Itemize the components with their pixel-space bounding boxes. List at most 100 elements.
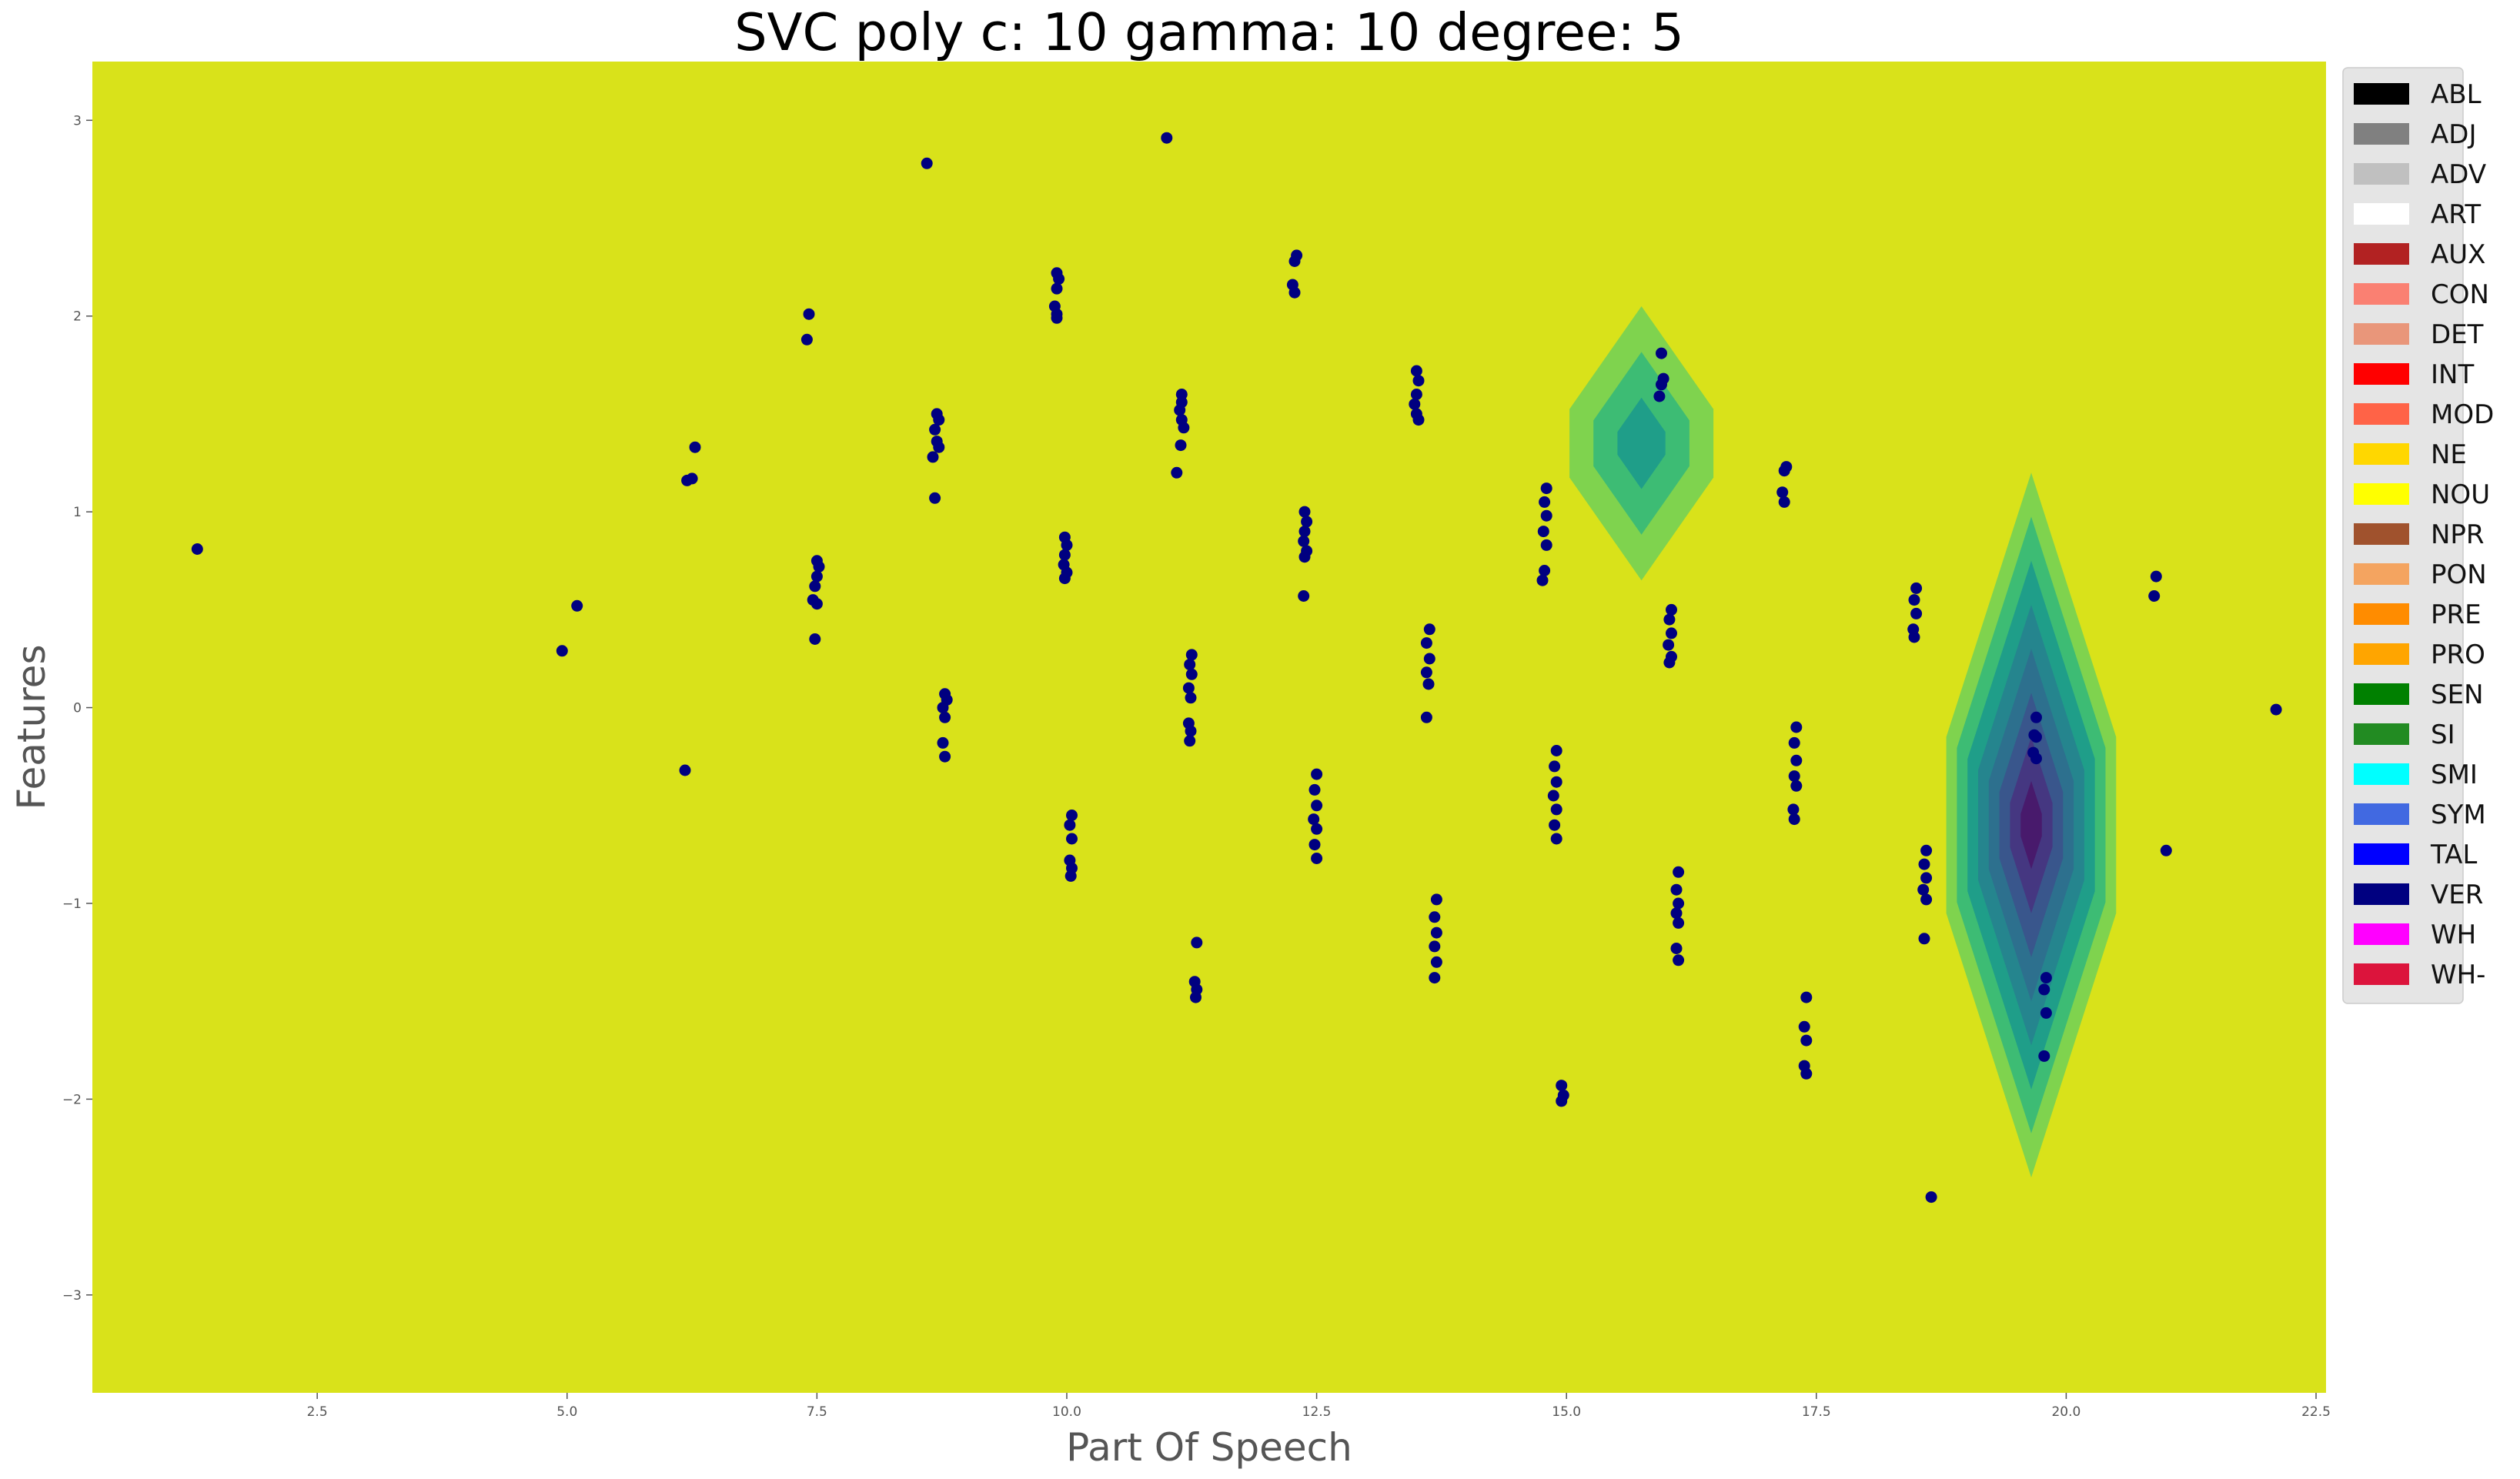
legend-label: PON [2431,559,2487,590]
legend-swatch-si [2354,723,2409,745]
data-point [1429,972,1441,984]
data-point [679,764,691,776]
data-point [1182,682,1195,694]
data-point [1663,613,1676,626]
data-point [929,423,941,436]
data-point [1556,1095,1568,1107]
data-point [927,451,939,463]
data-point [1430,956,1442,968]
legend-label: WH [2431,920,2476,950]
y-tick-label: 0 [73,701,82,716]
y-axis-ticks: 3 2 1 0 −1 −2 −3 [62,113,92,1304]
data-point [1423,653,1435,665]
x-tick-label: 15.0 [1552,1404,1581,1420]
data-point [1051,312,1063,324]
data-point [1663,656,1676,669]
data-point [1429,940,1441,953]
data-point [1788,770,1800,783]
legend-swatch-aux [2354,243,2409,265]
contour-level-1-7 [2020,781,2042,870]
x-tick-label: 12.5 [1302,1404,1332,1420]
data-point [1301,516,1313,528]
data-point [803,308,815,320]
data-point [1918,858,1930,870]
data-point [1673,866,1685,878]
legend-label: INT [2431,359,2474,390]
data-point [1670,907,1683,920]
data-point [1430,926,1442,939]
data-point [1311,823,1323,835]
data-point [1790,780,1803,792]
data-point [1298,506,1311,518]
data-point [937,736,949,749]
data-point [1412,414,1425,426]
legend-label: MOD [2431,399,2494,430]
x-axis-label: Part Of Speech [1066,1425,1352,1470]
data-point [1161,132,1173,144]
data-point [810,570,823,583]
data-point [1066,833,1078,845]
data-point [1550,803,1562,816]
data-point [1185,725,1197,737]
data-point [1311,853,1323,864]
data-point [809,580,821,593]
legend-swatch-smi [2354,763,2409,785]
data-point [937,702,949,714]
data-point [1288,255,1301,267]
data-point [1550,833,1562,845]
legend-label: NOU [2431,479,2490,510]
data-point [1787,803,1800,816]
data-point [1550,776,1562,788]
legend-label: SYM [2431,800,2486,830]
legend-label: DET [2431,319,2484,350]
data-point [1908,631,1920,643]
data-point [1547,790,1559,802]
data-point [2040,972,2052,984]
data-point [1311,768,1323,780]
data-point [933,414,945,426]
data-point [1171,466,1183,479]
data-point [1800,991,1813,1003]
scatter-points [191,132,2282,1204]
data-point [1053,272,1065,285]
data-point [939,750,951,763]
data-point [1673,897,1685,910]
data-point [1910,607,1923,619]
data-point [1910,582,1923,594]
data-point [1556,1080,1568,1092]
legend-swatch-sen [2354,683,2409,705]
legend-swatch-det [2354,323,2409,345]
data-point [1190,991,1202,1003]
x-tick-label: 5.0 [556,1404,577,1420]
legend-swatch-tal [2354,843,2409,865]
data-point [1184,735,1196,747]
y-tick-label: −3 [62,1288,82,1304]
data-point [1540,539,1552,551]
data-point [1920,872,1933,884]
data-point [1673,916,1685,929]
legend-label: SEN [2431,679,2484,710]
legend-swatch-nou [2354,483,2409,505]
data-point [1925,1191,1937,1204]
data-point [1790,754,1803,766]
data-point [1917,883,1930,896]
x-axis-ticks: 2.5 5.0 7.5 10.0 12.5 15.0 17.5 20.0 22.5 [307,1393,2331,1420]
data-point [1308,839,1321,851]
data-point [1549,760,1561,773]
data-point [1800,1067,1813,1080]
data-point [2040,1007,2052,1019]
data-point [1798,1020,1810,1033]
data-point [1800,1034,1813,1047]
data-point [1656,379,1667,391]
data-point [191,543,203,555]
legend-label: CON [2431,279,2489,310]
legend-swatch-pro [2354,643,2409,665]
data-point [2150,570,2162,583]
legend-label: NPR [2431,519,2485,550]
decision-contours [1569,306,2117,1178]
data-point [1788,736,1800,749]
legend: ABL ADJ ADV ART AUX CON DET INT MOD NE NOU NPR PON PR… [2342,67,2494,1004]
y-tick-label: 3 [73,113,82,129]
data-point [1918,933,1930,945]
